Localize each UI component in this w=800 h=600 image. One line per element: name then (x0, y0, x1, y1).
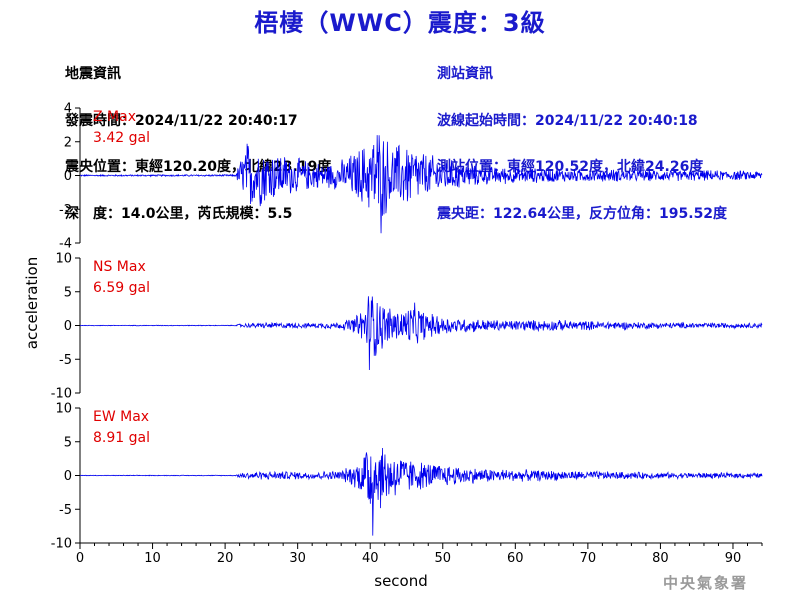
max-value-z: 3.42 gal (93, 130, 150, 146)
agency-credit: 中央氣象署 (662, 574, 748, 592)
x-tick-label: 20 (217, 551, 234, 566)
y-axis-label: acceleration (23, 257, 41, 349)
x-tick-label: 50 (434, 551, 451, 566)
y-tick-label: 2 (64, 135, 72, 150)
x-axis-label: second (374, 572, 428, 590)
x-tick-label: 10 (144, 551, 161, 566)
x-tick-label: 40 (362, 551, 379, 566)
quake-info-block: 地震資訊 發震時間：2024/11/22 20:40:17 震央位置：東經120… (65, 36, 331, 238)
trace-z (79, 135, 763, 234)
x-tick-label: 70 (580, 551, 597, 566)
station-title: 梧棲（WWC）震度：3級 (254, 9, 546, 37)
max-label-ns: NS Max (93, 259, 146, 275)
y-tick-label: 0 (64, 169, 72, 184)
y-tick-label: 0 (64, 319, 72, 334)
x-tick-label: 80 (652, 551, 669, 566)
y-tick-label: 5 (64, 285, 72, 300)
y-tick-label: -10 (51, 387, 72, 402)
max-label-z: Z Max (93, 109, 136, 125)
epicenter-location: 震央位置：東經120.20度，北緯23.19度 (65, 159, 332, 175)
max-value-ns: 6.59 gal (93, 280, 150, 296)
x-tick-label: 90 (725, 551, 742, 566)
wave-start-time: 波線起始時間：2024/11/22 20:40:18 (437, 112, 698, 129)
y-tick-label: 0 (64, 469, 72, 484)
y-tick-label: -2 (59, 203, 72, 218)
station-location: 測站位置：東經120.52度，北緯24.26度 (437, 159, 704, 175)
y-tick-label: 4 (64, 102, 72, 117)
quake-info-heading: 地震資訊 (65, 66, 121, 82)
y-tick-label: -5 (59, 353, 72, 368)
max-label-ew: EW Max (93, 409, 149, 425)
x-tick-label: 60 (507, 551, 524, 566)
epicentral-distance: 震央距：122.64公里，反方位角：195.52度 (437, 205, 728, 222)
x-tick-label: 0 (76, 551, 84, 566)
trace-ew (79, 448, 763, 536)
y-tick-label: 10 (55, 402, 72, 417)
x-tick-label: 30 (289, 551, 306, 566)
trace-ns (79, 296, 763, 370)
y-tick-label: 5 (64, 435, 72, 450)
y-tick-label: -5 (59, 503, 72, 518)
station-info-heading: 測站資訊 (437, 66, 493, 82)
y-tick-label: -10 (51, 537, 72, 552)
station-info-block: 測站資訊 波線起始時間：2024/11/22 20:40:18 測站位置：東經1… (437, 36, 727, 238)
origin-time: 發震時間：2024/11/22 20:40:17 (65, 112, 298, 129)
y-tick-label: 10 (55, 252, 72, 267)
max-value-ew: 8.91 gal (93, 430, 150, 446)
depth-magnitude: 深 度：14.0公里，芮氏規模：5.5 (65, 205, 293, 222)
y-tick-label: -4 (59, 237, 72, 252)
